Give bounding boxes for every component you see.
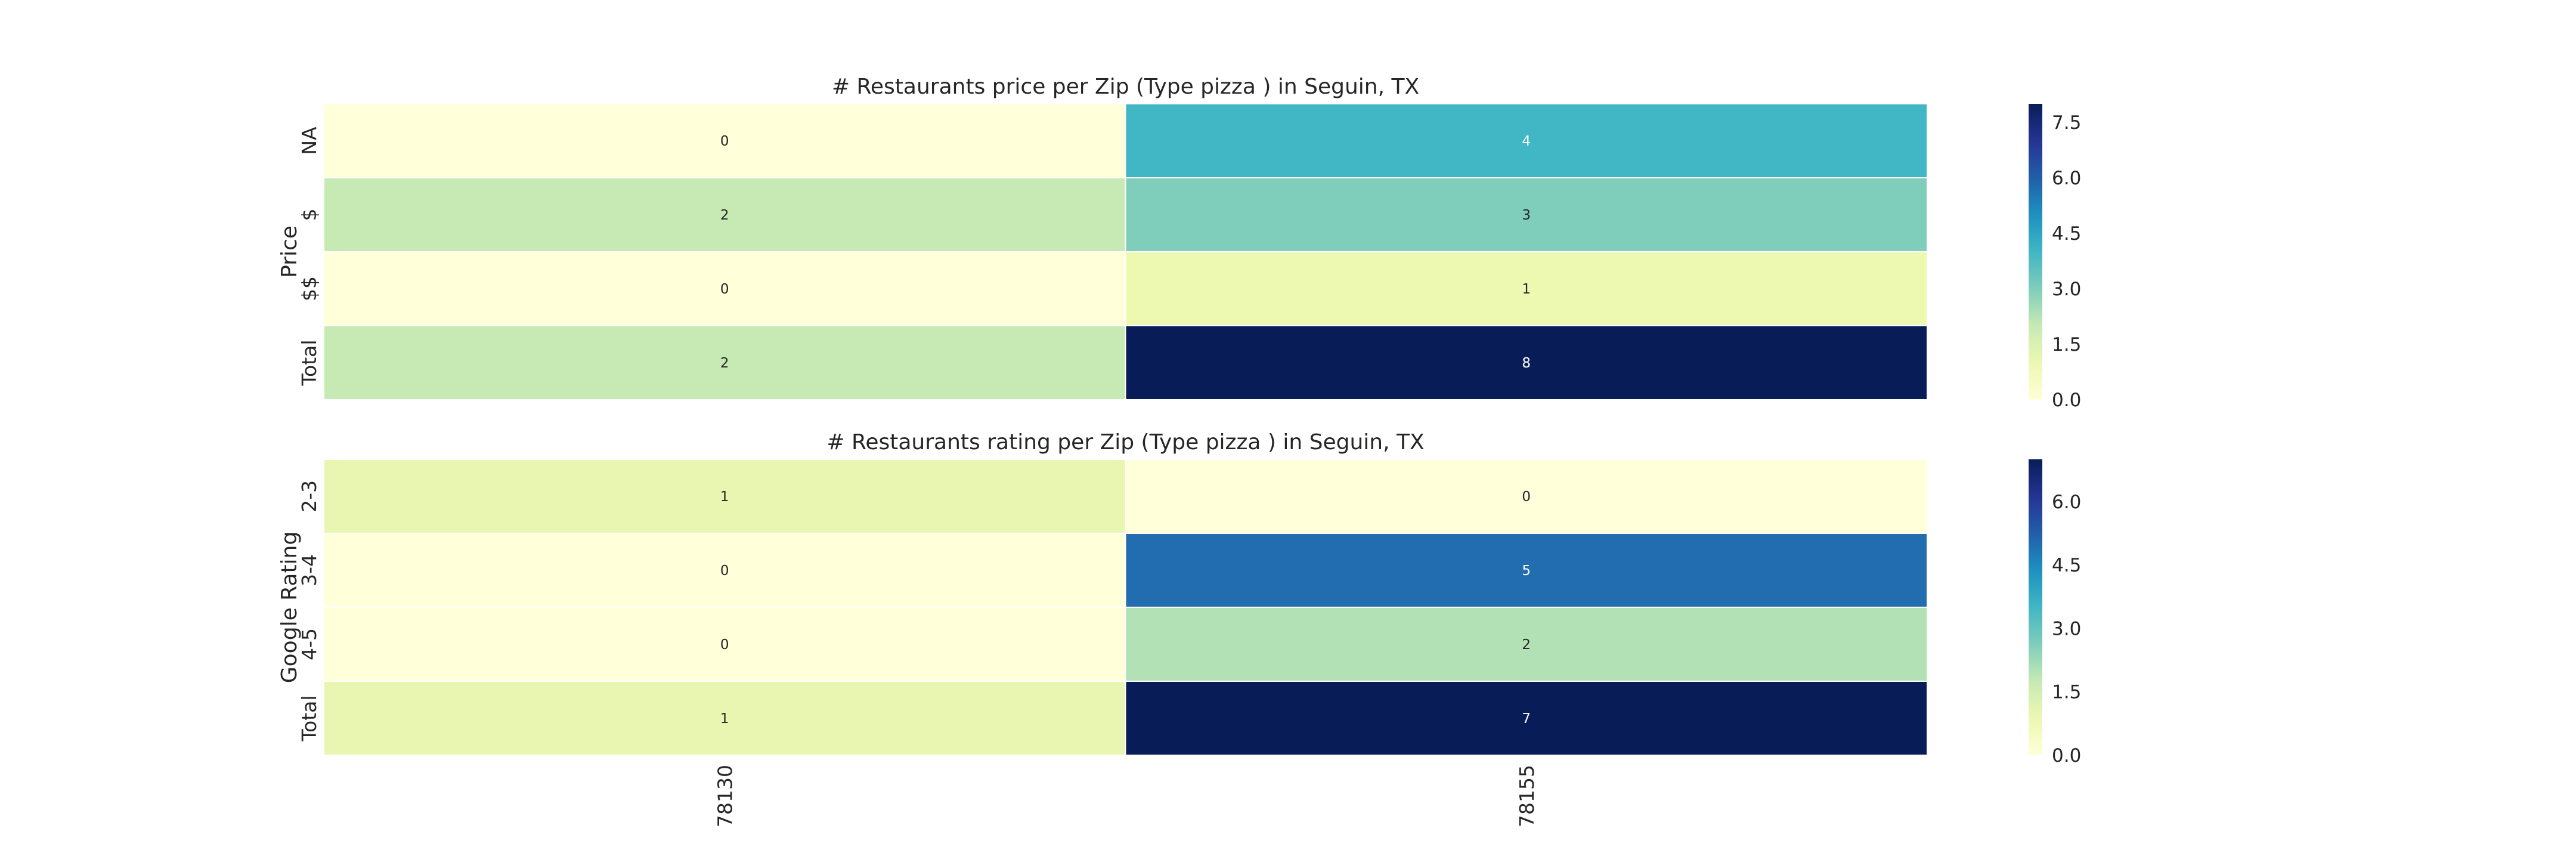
chart-title: # Restaurants rating per Zip (Type pizza… bbox=[826, 430, 1424, 455]
y-tick-label: 3-4 bbox=[298, 554, 321, 586]
y-tick-label: Total bbox=[298, 339, 321, 386]
x-tick-label: 78130 bbox=[713, 765, 736, 827]
y-tick-label: 4-5 bbox=[298, 628, 321, 660]
y-tick-label: $ bbox=[298, 209, 321, 221]
cell-value-label: 0 bbox=[720, 282, 729, 297]
y-axis-label: Price bbox=[277, 225, 302, 278]
colorbar bbox=[2029, 104, 2042, 400]
y-tick-label: 2-3 bbox=[298, 480, 321, 512]
heatmap-cell bbox=[1125, 459, 1928, 534]
heatmap-cell bbox=[323, 681, 1126, 756]
heatmap-cell bbox=[1125, 177, 1928, 252]
cell-value-label: 4 bbox=[1522, 134, 1531, 149]
heatmap-cell bbox=[323, 251, 1126, 326]
y-axis-label: Google Rating bbox=[277, 532, 302, 683]
colorbar-tick-label: 4.5 bbox=[2052, 223, 2081, 245]
heatmap-cell bbox=[1125, 325, 1928, 400]
colorbar-tick-label: 1.5 bbox=[2052, 334, 2081, 356]
heatmap-cell bbox=[1125, 533, 1928, 608]
colorbar-tick-label: 0.0 bbox=[2052, 390, 2081, 411]
colorbar-tick-label: 0.0 bbox=[2052, 745, 2081, 767]
heatmap-cell bbox=[323, 103, 1126, 178]
colorbar-tick-label: 4.5 bbox=[2052, 555, 2081, 576]
heatmap-cell bbox=[323, 607, 1126, 682]
cell-value-label: 2 bbox=[720, 208, 729, 223]
cell-value-label: 3 bbox=[1522, 208, 1531, 223]
chart-title: # Restaurants price per Zip (Type pizza … bbox=[832, 75, 1419, 99]
cell-value-label: 1 bbox=[720, 489, 729, 505]
cell-value-label: 0 bbox=[1522, 489, 1531, 505]
cell-value-label: 2 bbox=[1522, 637, 1531, 653]
cell-value-label: 0 bbox=[720, 134, 729, 149]
y-tick-label: NA bbox=[298, 126, 321, 155]
x-tick-label: 78155 bbox=[1515, 765, 1538, 827]
cell-value-label: 7 bbox=[1522, 711, 1531, 727]
heatmap-cell bbox=[1125, 251, 1928, 326]
cell-value-label: 1 bbox=[720, 711, 729, 727]
colorbar-tick-label: 6.0 bbox=[2052, 168, 2081, 189]
cell-value-label: 0 bbox=[720, 563, 729, 579]
colorbar bbox=[2029, 459, 2042, 755]
colorbar-tick-label: 1.5 bbox=[2052, 682, 2081, 703]
colorbar-tick-label: 3.0 bbox=[2052, 279, 2081, 300]
cell-value-label: 0 bbox=[720, 637, 729, 653]
heatmap-cell bbox=[323, 177, 1126, 252]
y-tick-label: Total bbox=[298, 695, 321, 741]
colorbar-tick-label: 6.0 bbox=[2052, 492, 2081, 513]
cell-value-label: 1 bbox=[1522, 282, 1531, 297]
cell-value-label: 2 bbox=[720, 356, 729, 371]
colorbar-tick-label: 7.5 bbox=[2052, 112, 2081, 134]
y-tick-label: $$ bbox=[298, 276, 321, 301]
heatmap-cell bbox=[1125, 681, 1928, 756]
heatmap-cell bbox=[323, 325, 1126, 400]
heatmap-cell bbox=[1125, 607, 1928, 682]
heatmap-cell bbox=[1125, 103, 1928, 178]
colorbar-tick-label: 3.0 bbox=[2052, 618, 2081, 639]
cell-value-label: 5 bbox=[1522, 563, 1531, 579]
cell-value-label: 8 bbox=[1522, 356, 1531, 371]
